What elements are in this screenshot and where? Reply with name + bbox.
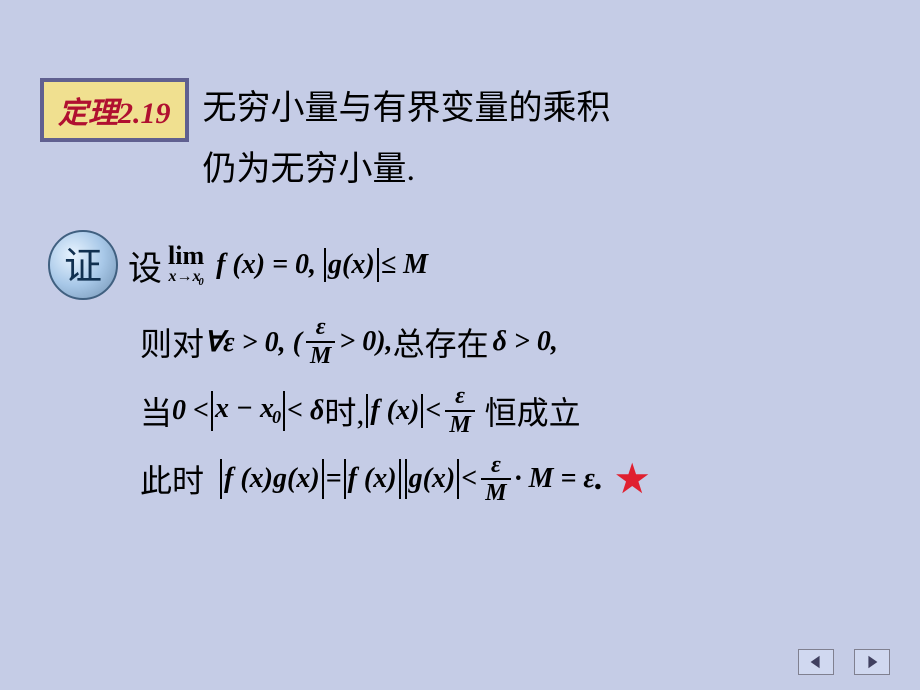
proof-section: 证 设 lim x→x0 f (x) = 0, g(x) ≤ M 则对 ∀ε >… bbox=[40, 230, 880, 506]
eq-sign: = bbox=[326, 463, 342, 495]
text-then-for: 则对 bbox=[140, 319, 204, 365]
nav-controls bbox=[798, 649, 890, 675]
lt-delta: < δ bbox=[287, 395, 324, 427]
forall-eps: ∀ε > 0, ( bbox=[204, 325, 302, 359]
text-when: 当 bbox=[140, 388, 172, 434]
slide-container: 定理2.19 无穷小量与有界变量的乘积 仍为无穷小量. 证 设 lim x→x0… bbox=[0, 0, 920, 690]
delta-gt-zero: δ > 0, bbox=[493, 326, 558, 358]
dot-M-eq-eps: · M = ε bbox=[515, 463, 595, 495]
theorem-line2: 仍为无穷小量. bbox=[203, 151, 416, 188]
zero-lt: 0 < bbox=[172, 395, 209, 427]
abs-gx: g(x) bbox=[322, 248, 381, 282]
next-icon bbox=[863, 653, 881, 671]
lt-sign-2: < bbox=[461, 463, 477, 495]
lim-subscript: x→x0 bbox=[168, 269, 203, 289]
lt-sign: < bbox=[425, 395, 441, 427]
theorem-badge: 定理2.19 bbox=[40, 78, 189, 142]
abs-fx: f (x) bbox=[364, 394, 425, 428]
prev-icon bbox=[807, 653, 825, 671]
proof-row-2: 则对 ∀ε > 0, ( ε M > 0), 总存在 δ > 0, bbox=[140, 314, 880, 369]
proof-row-1: 证 设 lim x→x0 f (x) = 0, g(x) ≤ M bbox=[40, 230, 880, 300]
abs-fx-2: f (x) bbox=[342, 459, 403, 499]
text-always: 恒成立 bbox=[485, 388, 581, 434]
fx-equals-zero: f (x) = 0, bbox=[216, 249, 316, 281]
theorem-row: 定理2.19 无穷小量与有界变量的乘积 仍为无穷小量. bbox=[40, 30, 880, 200]
leq-M: ≤ M bbox=[381, 249, 428, 281]
proof-badge: 证 bbox=[48, 230, 118, 300]
gt-zero: > 0), bbox=[339, 326, 392, 358]
frac-eps-M-1: ε M bbox=[306, 314, 335, 369]
next-button[interactable] bbox=[854, 649, 890, 675]
prev-button[interactable] bbox=[798, 649, 834, 675]
frac-eps-M-3: ε M bbox=[481, 452, 510, 507]
text-set: 设 bbox=[128, 241, 162, 290]
abs-fxgx: f (x)g(x) bbox=[218, 459, 326, 499]
proof-row-3: 当 0 < x − x0 < δ 时, f (x) < ε M 恒成立 bbox=[140, 383, 880, 438]
limit-operator: lim x→x0 bbox=[168, 243, 204, 289]
text-now: 此时 bbox=[140, 456, 204, 502]
text-exists: 总存在 bbox=[393, 319, 489, 365]
theorem-statement: 无穷小量与有界变量的乘积 仍为无穷小量. bbox=[203, 78, 611, 200]
abs-xx0: x − x0 bbox=[209, 391, 287, 431]
text-shi: 时, bbox=[324, 388, 364, 434]
frac-eps-M-2: ε M bbox=[445, 383, 474, 438]
abs-gx-2: g(x) bbox=[403, 459, 462, 499]
star-icon: ★ bbox=[613, 454, 651, 504]
theorem-line1: 无穷小量与有界变量的乘积 bbox=[203, 90, 611, 127]
final-period: . bbox=[595, 460, 604, 498]
proof-assumption: 设 lim x→x0 f (x) = 0, g(x) ≤ M bbox=[128, 241, 428, 290]
lim-text: lim bbox=[168, 243, 204, 269]
proof-row-4: 此时 f (x)g(x) = f (x) g(x) < ε M · M = ε … bbox=[140, 452, 880, 507]
